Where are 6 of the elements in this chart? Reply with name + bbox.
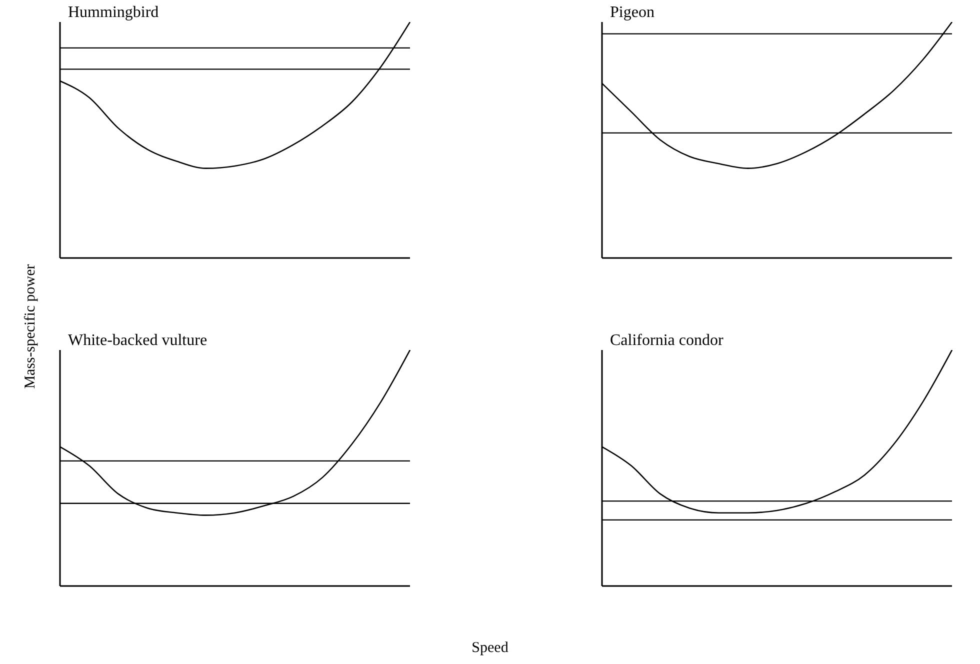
- chart-title: California condor: [610, 332, 724, 350]
- chart-title: Hummingbird: [68, 4, 159, 22]
- chart-title: Pigeon: [610, 4, 654, 22]
- x-axis-title: Speed: [470, 640, 510, 657]
- chart-title: White-backed vulture: [68, 332, 208, 350]
- y-axis-title: Mass-specific power: [22, 263, 40, 391]
